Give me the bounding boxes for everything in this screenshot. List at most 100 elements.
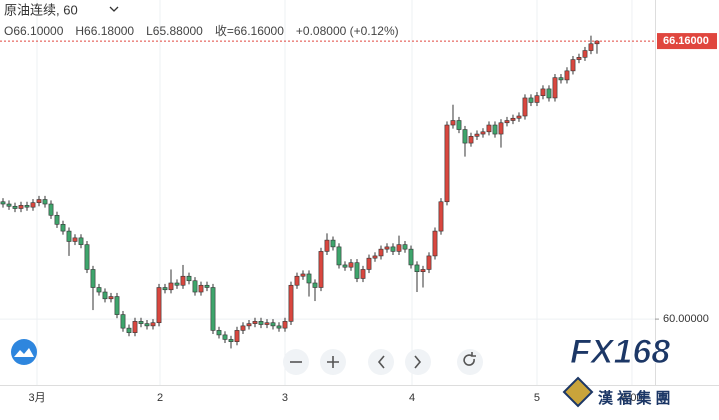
cloud-icon: [14, 348, 34, 357]
candle-body: [42, 199, 48, 205]
candle-body: [24, 205, 30, 208]
x-tick-label: 8:00: [621, 392, 642, 404]
candle-body: [6, 203, 12, 207]
candle-body: [366, 257, 372, 270]
candle-body: [216, 330, 222, 336]
reset-icon: [463, 352, 476, 366]
candle-body: [414, 264, 420, 273]
candle-body: [432, 230, 438, 257]
candle-body: [462, 129, 468, 144]
watermark-diamond: [562, 376, 594, 408]
candle-body: [126, 327, 132, 333]
candle-body: [186, 275, 192, 282]
ohlc-label: +0.08000 (+0.12%): [296, 24, 399, 38]
candle-body: [336, 246, 342, 266]
watermark-sub: 漢 福 集 團: [598, 389, 671, 407]
candle-body: [18, 205, 24, 209]
candle-body: [582, 50, 588, 58]
x-tick-label: 5: [534, 392, 540, 404]
candle-body: [246, 323, 252, 327]
candle-body: [138, 321, 144, 324]
x-tick-label: 3: [282, 392, 288, 404]
candle-body: [474, 133, 480, 137]
scroll-left-button[interactable]: [368, 349, 394, 375]
candle-body: [516, 115, 522, 119]
candle-body: [66, 230, 72, 242]
last-price-label: 66.16000: [663, 35, 709, 47]
candle-body: [300, 273, 306, 277]
candle-body: [90, 269, 96, 288]
candle-body: [12, 205, 18, 209]
candle-body: [504, 120, 510, 124]
candle-body: [510, 117, 516, 121]
scroll-left-icon: [377, 355, 385, 369]
candle-body: [558, 77, 564, 81]
candle-body: [294, 275, 300, 286]
ohlc-label: L65.88000: [146, 24, 203, 38]
candle-body: [360, 269, 366, 279]
candle-body: [324, 239, 330, 252]
candle-body: [546, 88, 552, 99]
interval-chevron[interactable]: [109, 6, 119, 12]
axes: 3月 2 3 4 5 8:00 60.00000 66.16000: [28, 33, 717, 404]
candle-body: [588, 43, 594, 51]
candle-body: [258, 321, 264, 325]
candle-body: [486, 124, 492, 133]
candle-body: [396, 244, 402, 252]
candle-body: [450, 120, 456, 126]
candle-body: [204, 284, 210, 288]
candle-body: [288, 284, 294, 322]
candle-body: [378, 248, 384, 257]
candle-body: [282, 321, 288, 329]
candle-body: [78, 237, 84, 245]
candle-body: [48, 203, 54, 216]
candle-body: [522, 97, 528, 117]
candle-body: [312, 282, 318, 288]
candle-body: [240, 325, 246, 331]
candle-body: [96, 287, 102, 293]
candle-body: [36, 199, 42, 203]
candle-body: [390, 246, 396, 252]
ohlc-label: H66.18000: [75, 24, 134, 38]
candle-body: [570, 59, 576, 72]
candle-body: [348, 262, 354, 268]
candle-body: [384, 246, 390, 250]
ohlc-header: O66.10000 H66.18000 L65.88000 收=66.16000 +0.…: [4, 24, 399, 38]
candle-body: [144, 323, 150, 327]
scroll-right-button[interactable]: [405, 349, 431, 375]
watermark-brand: FX168: [570, 333, 670, 371]
candle-body: [252, 321, 258, 324]
candle-body: [420, 269, 426, 273]
candle-body: [426, 255, 432, 270]
last-price-box: [657, 33, 717, 50]
candle-body: [156, 287, 162, 324]
candle-body: [306, 273, 312, 284]
cloud-button[interactable]: [11, 339, 37, 365]
x-tick-label: 4: [409, 392, 415, 404]
zoom-in-icon: [327, 356, 339, 368]
candle-body: [222, 334, 228, 340]
candle-body: [180, 275, 186, 286]
candle-body: [72, 237, 78, 242]
candle-body: [372, 255, 378, 259]
candle-body: [0, 201, 6, 205]
reset-button[interactable]: [457, 349, 483, 375]
scroll-right-icon: [414, 355, 422, 369]
candle-body: [198, 284, 204, 293]
watermark: FX168 漢 福 集 團: [562, 332, 671, 408]
toolbar: [11, 339, 483, 375]
candle-body: [276, 325, 282, 329]
candle-body: [84, 244, 90, 270]
candle-body: [60, 224, 66, 232]
candle-body: [174, 282, 180, 286]
x-tick-label: 2: [157, 392, 163, 404]
candle-body: [498, 122, 504, 135]
candle-body: [168, 282, 174, 291]
candle-body: [468, 136, 474, 144]
candle-body: [192, 280, 198, 293]
y-tick-label: 60.00000: [663, 313, 709, 325]
candle-body: [528, 97, 534, 103]
candle-body: [492, 124, 498, 135]
chart-title: 原油连续, 60: [4, 2, 78, 17]
